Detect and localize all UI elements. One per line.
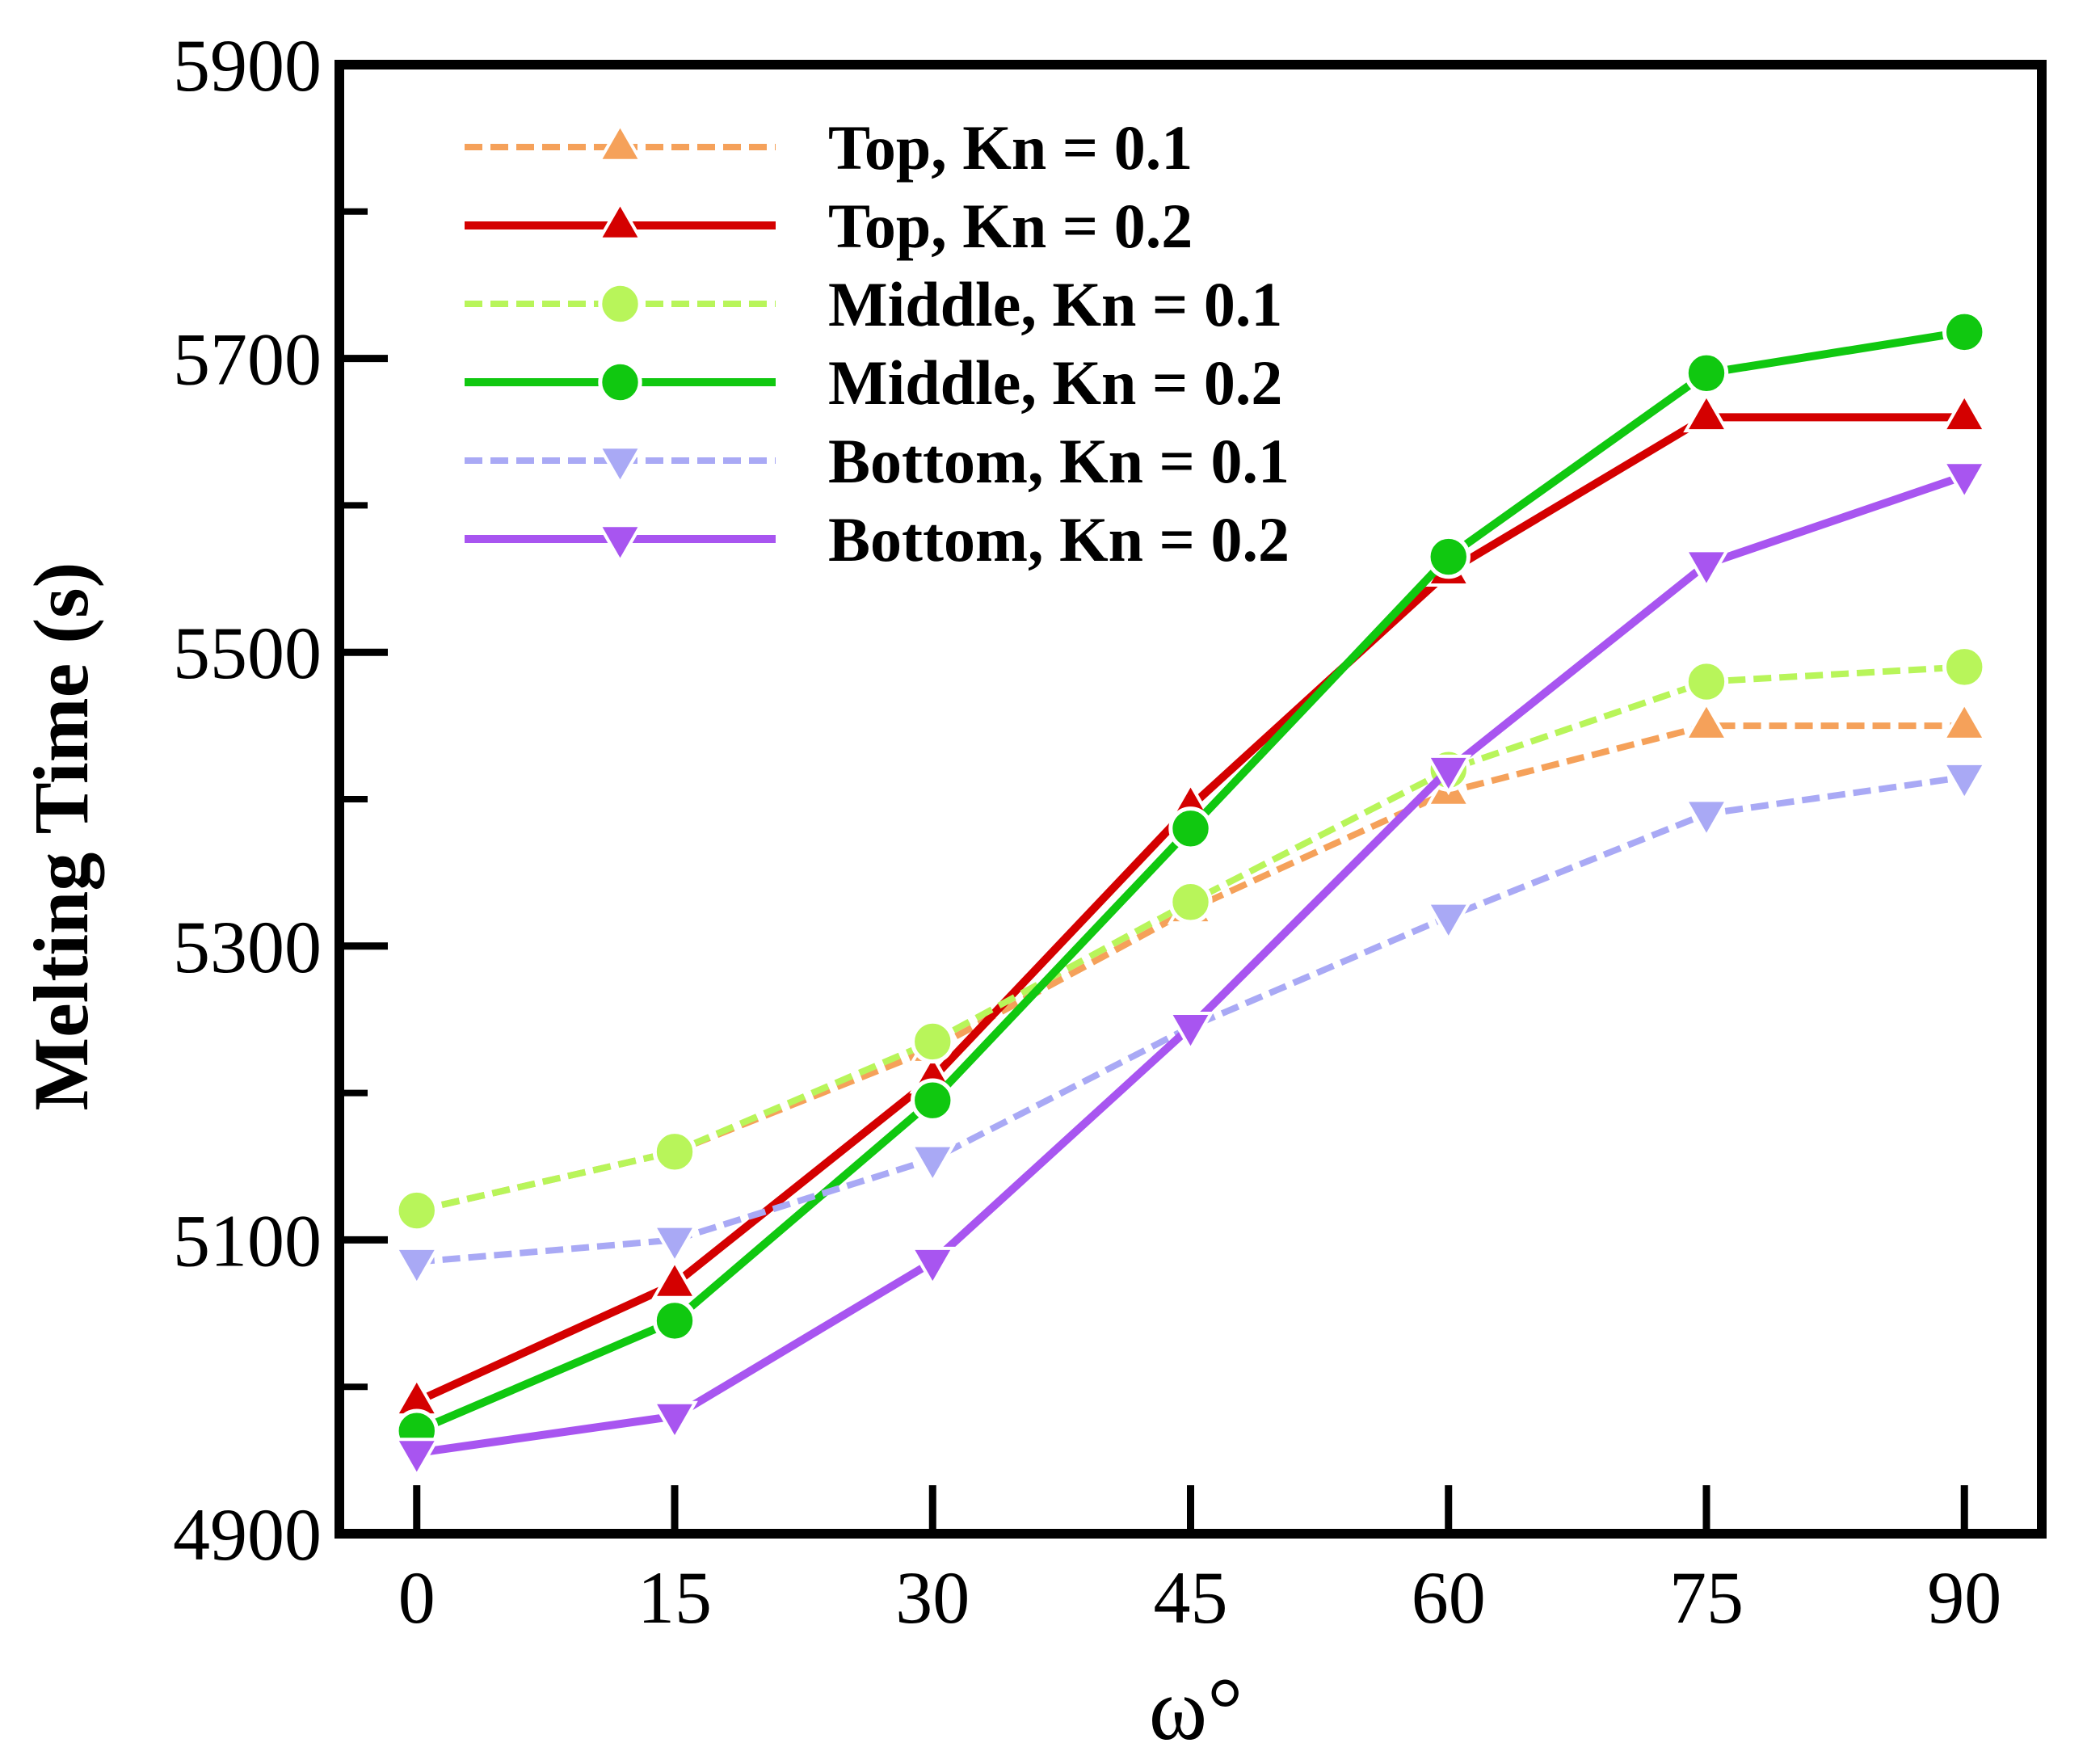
series-line [416, 472, 1966, 1457]
data-point [1942, 309, 1987, 355]
data-point [1168, 880, 1213, 924]
series-bottom-kn-0-2 [393, 461, 1988, 1479]
series-middle-kn-0-1 [394, 645, 1987, 1233]
data-point [909, 1246, 957, 1288]
data-point [652, 1130, 697, 1174]
data-point [1167, 1011, 1214, 1053]
legend-label: Top, Kn = 0.1 [828, 112, 1193, 183]
x-tick-label: 90 [1927, 1556, 2001, 1639]
x-tick-label: 30 [895, 1556, 970, 1639]
legend-marker [596, 445, 644, 486]
legend-item: Top, Kn = 0.1 [465, 112, 1193, 183]
data-point [1684, 659, 1729, 704]
series-line [415, 663, 1965, 1214]
legend-item: Middle, Kn = 0.2 [465, 347, 1282, 418]
y-tick-label: 5100 [173, 1199, 322, 1282]
y-tick-label: 5500 [173, 612, 322, 694]
x-tick-label: 60 [1412, 1556, 1486, 1639]
y-tick-label: 4900 [173, 1493, 322, 1576]
data-point [1941, 700, 1988, 741]
data-point [1683, 391, 1730, 433]
legend-marker [598, 360, 642, 405]
y-tick-label: 5700 [173, 318, 322, 401]
data-point [651, 1400, 698, 1442]
y-tick-label: 5300 [173, 906, 322, 988]
legend-item: Middle, Kn = 0.1 [465, 269, 1282, 339]
x-tick-label: 0 [398, 1556, 435, 1639]
legend-label: Top, Kn = 0.2 [828, 191, 1193, 261]
data-point [1424, 754, 1472, 796]
data-point [1426, 534, 1471, 579]
data-point [393, 1438, 440, 1479]
data-point [1684, 351, 1729, 395]
legend: Top, Kn = 0.1 Top, Kn = 0.2 Middle, Kn = 0… [465, 112, 1290, 575]
legend-item: Top, Kn = 0.2 [465, 191, 1193, 261]
data-point [1168, 806, 1213, 851]
x-tick-label: 15 [637, 1556, 712, 1639]
y-tick-label: 5900 [173, 24, 322, 107]
data-point [909, 1143, 957, 1185]
series-layer [393, 309, 1988, 1479]
legend-marker [596, 524, 644, 565]
data-point [1942, 645, 1987, 689]
data-point [651, 1258, 698, 1299]
data-point [911, 1078, 955, 1122]
legend-label: Middle, Kn = 0.2 [828, 347, 1282, 418]
y-axis-title: Melting Time (s) [18, 562, 104, 1110]
legend-marker [596, 200, 644, 241]
data-point [1683, 549, 1730, 590]
data-point [394, 1188, 439, 1233]
y-axis: 4900 5100 5300 5500 5700 5900 [173, 24, 388, 1576]
legend-item: Bottom, Kn = 0.2 [465, 504, 1290, 575]
data-point [651, 1224, 698, 1265]
data-point [652, 1299, 697, 1343]
legend-label: Middle, Kn = 0.1 [828, 269, 1282, 339]
data-point [1683, 700, 1730, 741]
legend-label: Bottom, Kn = 0.1 [828, 426, 1290, 496]
data-point [393, 1246, 440, 1288]
data-point [1683, 798, 1730, 840]
x-axis-title: ω° [1149, 1660, 1243, 1758]
legend-label: Bottom, Kn = 0.2 [828, 504, 1290, 575]
data-point [1941, 461, 1988, 502]
series-middle-kn-0-2 [394, 309, 1987, 1453]
data-point [1941, 391, 1988, 433]
x-tick-label: 75 [1669, 1556, 1744, 1639]
legend-marker [596, 121, 644, 162]
x-axis: 0 15 30 45 60 75 90 [398, 1485, 2001, 1639]
data-point [911, 1019, 955, 1064]
legend-item: Bottom, Kn = 0.1 [465, 426, 1290, 496]
legend-marker [598, 281, 642, 326]
x-tick-label: 45 [1154, 1556, 1228, 1639]
data-point [1424, 901, 1472, 942]
data-point [1941, 761, 1988, 803]
